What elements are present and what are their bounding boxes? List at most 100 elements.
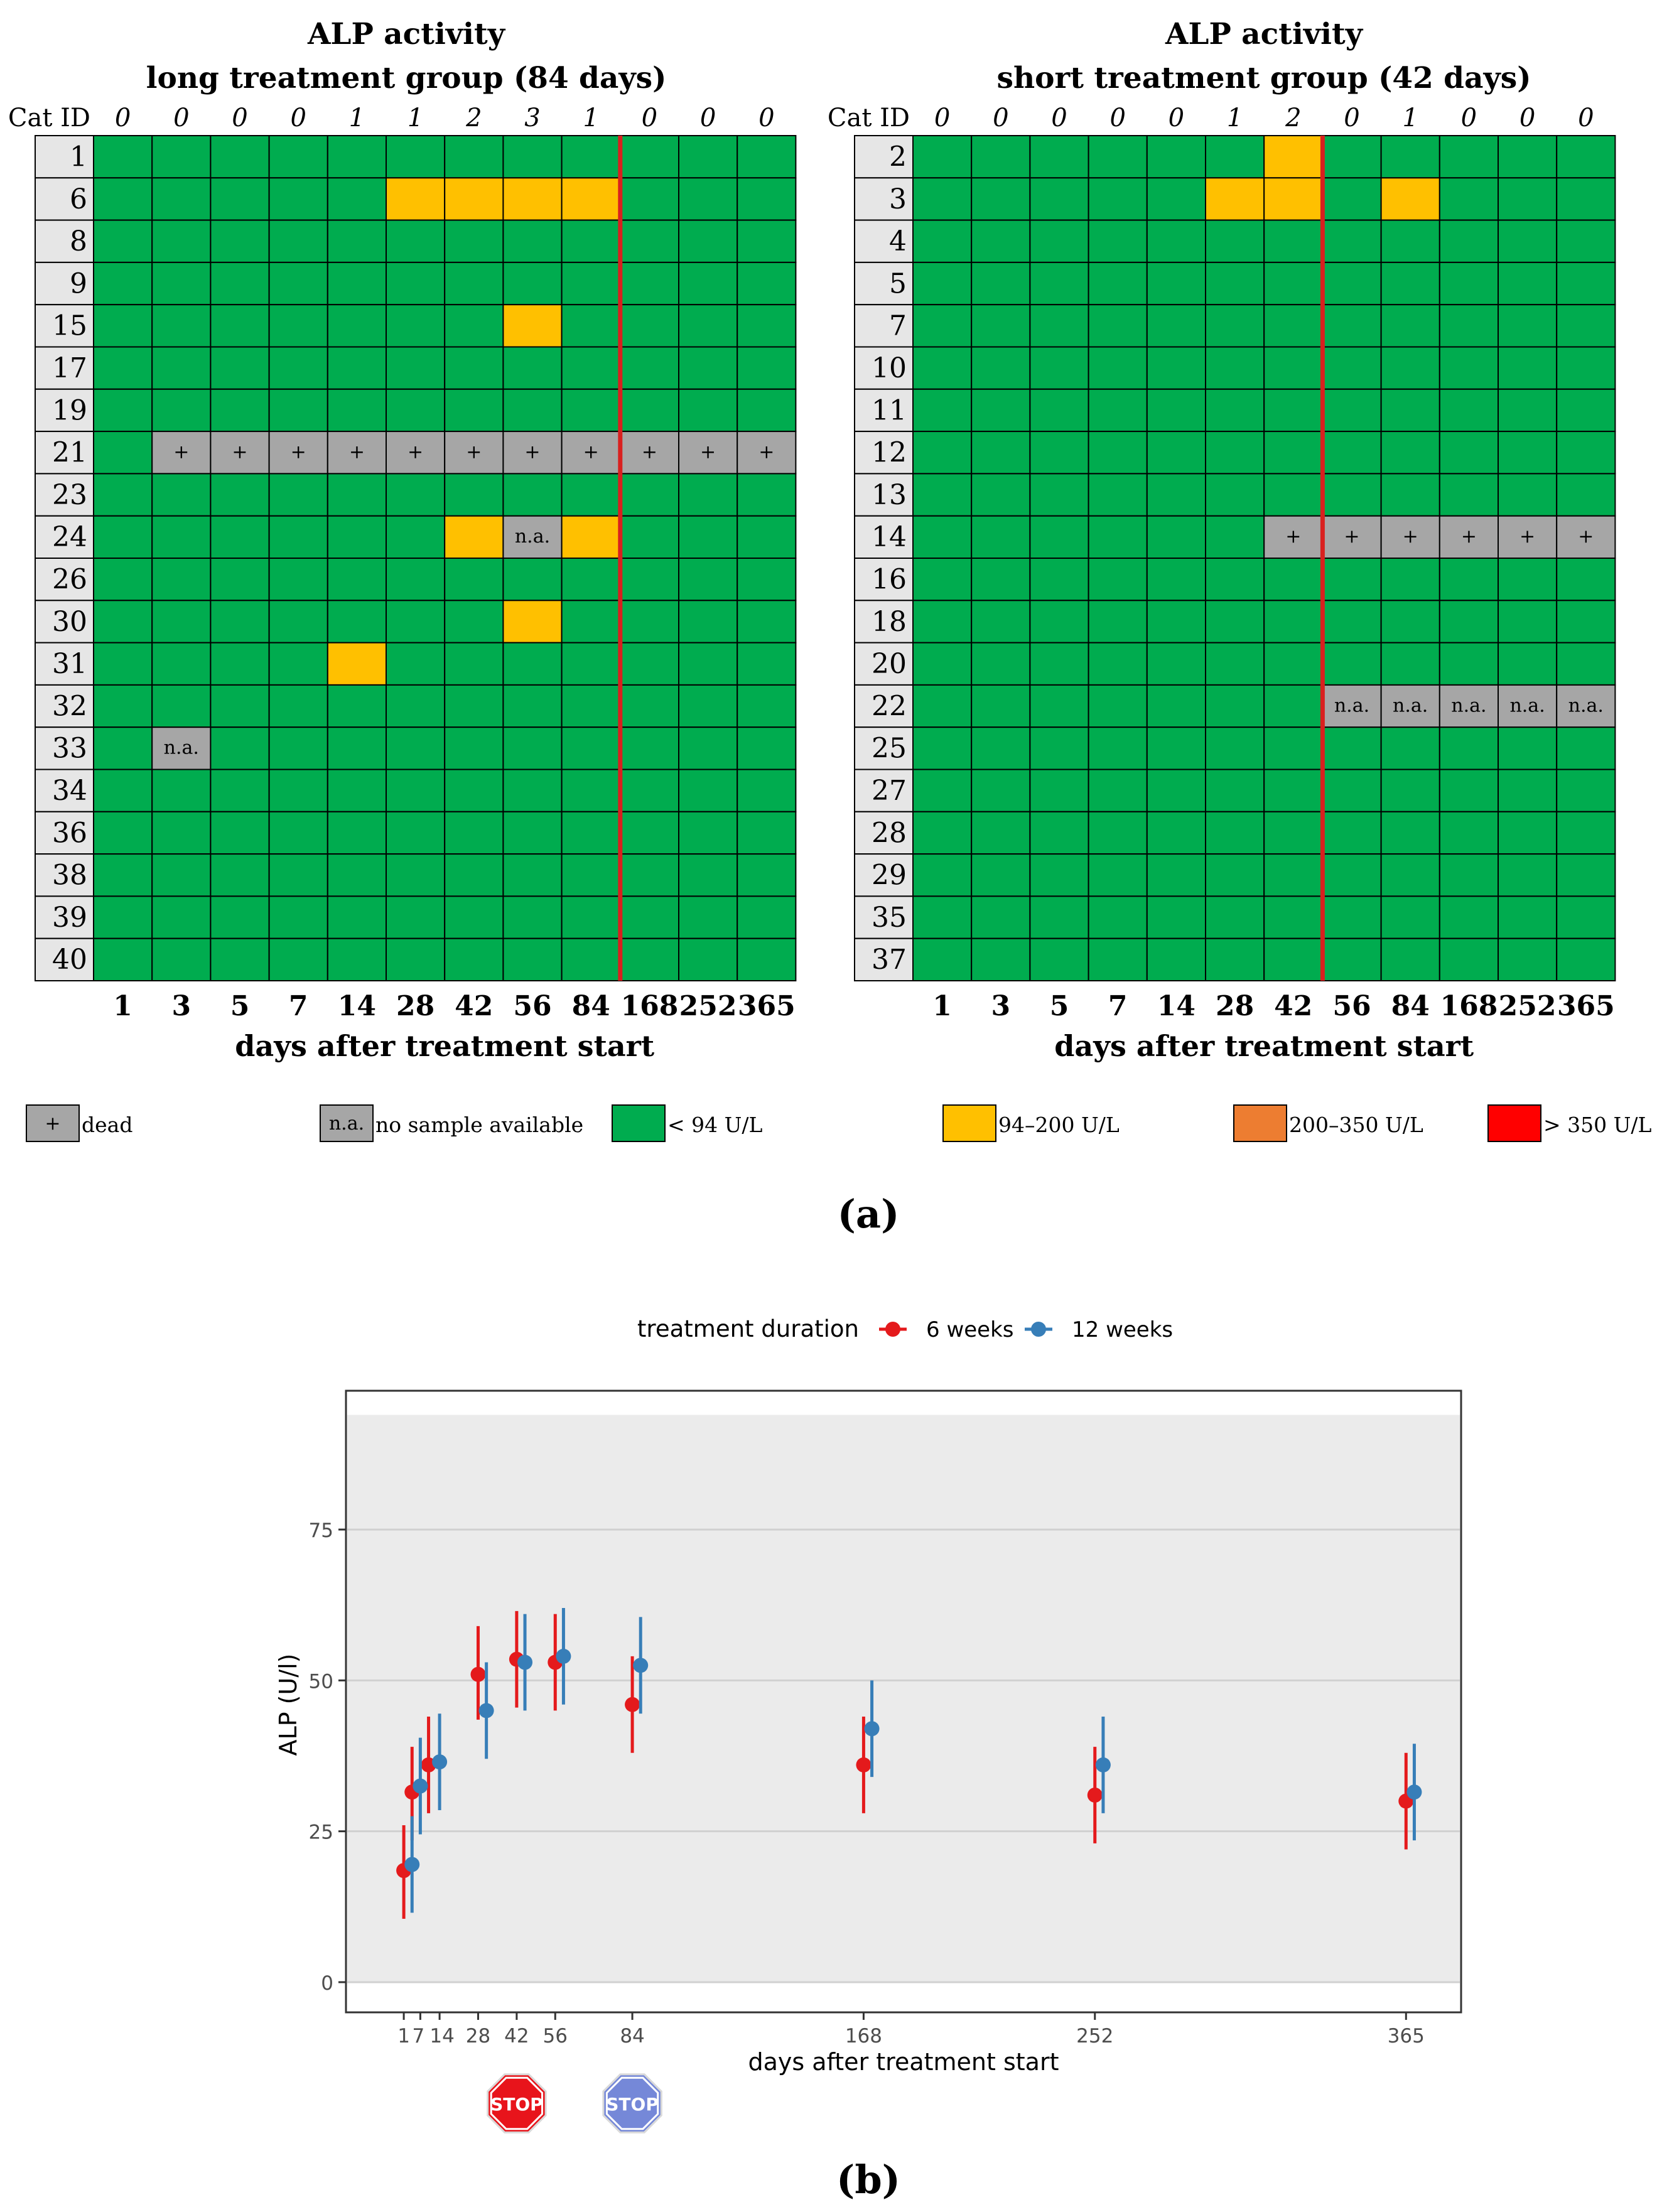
long-heat-cell (678, 431, 738, 475)
long-heat-cell (561, 769, 621, 812)
short-heat-cell (1029, 600, 1089, 644)
short-heat-cell (971, 473, 1031, 517)
long-id-cell (35, 558, 94, 602)
short-heat-cell (1029, 473, 1089, 517)
data-point (856, 1757, 872, 1772)
short-heat-cell (1498, 473, 1558, 517)
short-heat-cell (1029, 853, 1089, 897)
long-heat-cell (737, 388, 797, 433)
long-heat-cell (619, 473, 679, 517)
long-heat-cell (619, 304, 679, 348)
data-point (413, 1778, 428, 1794)
short-heat-cell (1205, 642, 1265, 686)
long-heat-cell (737, 769, 797, 812)
long-heat-cell (386, 937, 446, 981)
long-heat-cell (268, 853, 328, 897)
short-heat-cell (1438, 558, 1499, 602)
long-heat-cell (502, 558, 563, 602)
long-column-count: 0 (700, 104, 716, 132)
short-cat-id: 10 (872, 352, 907, 384)
short-heat-cell (1205, 135, 1265, 179)
short-heat-cell (1029, 769, 1089, 812)
long-heat-cell (444, 473, 504, 517)
short-heat-cell (912, 895, 973, 939)
long-heat-cell (327, 261, 387, 306)
long-heat-cell (737, 642, 797, 686)
long-heat-cell (561, 431, 621, 475)
short-heat-cell (1088, 304, 1148, 348)
long-heat-cell (268, 895, 328, 939)
long-cat-id: 17 (52, 352, 87, 384)
long-heat-cell (210, 304, 270, 348)
short-heat-cell (1438, 304, 1499, 348)
long-heat-cell (678, 811, 738, 855)
short-grid-panel: ALP activity short treatment group (42 da… (828, 17, 1616, 1063)
short-heat-cell (1088, 895, 1148, 939)
legend-swatch (612, 1104, 666, 1142)
short-heat-cell (1146, 304, 1207, 348)
x-tick-label: 1 (397, 2025, 410, 2047)
long-heat-cell (444, 937, 504, 981)
data-point (1087, 1787, 1103, 1803)
short-heat-cell (912, 177, 973, 221)
short-column-count: 0 (1519, 104, 1535, 132)
long-heat-cell (561, 558, 621, 602)
short-heat-cell (1438, 473, 1499, 517)
y-tick-label: 75 (309, 1519, 333, 1542)
long-heat-cell (327, 473, 387, 517)
long-heat-cell (93, 642, 153, 686)
long-cat-id: 31 (52, 648, 87, 680)
long-dead-mark: + (758, 441, 774, 463)
long-heat-cell (327, 895, 387, 939)
long-heat-cell (151, 726, 212, 770)
short-heat-cell (1438, 261, 1499, 306)
long-heat-cell (151, 558, 212, 602)
short-heat-cell (1088, 769, 1148, 812)
data-point (470, 1666, 486, 1682)
short-heat-cell (1322, 304, 1382, 348)
long-heat-cell (210, 346, 270, 390)
legend-label: < 94 U/L (667, 1113, 763, 1137)
long-heat-cell (737, 261, 797, 306)
short-heat-cell (1380, 304, 1440, 348)
long-heat-cell (678, 684, 738, 728)
long-column-count: 0 (290, 104, 306, 132)
long-heat-cell (327, 853, 387, 897)
long-grid-panel: ALP activity long treatment group (84 day… (8, 17, 797, 1063)
short-heat-cell (1029, 388, 1089, 433)
long-heat-cell (151, 853, 212, 897)
long-heat-cell (93, 177, 153, 221)
short-heat-cell (1556, 177, 1616, 221)
short-heat-cell (1380, 346, 1440, 390)
long-heat-cell (737, 473, 797, 517)
short-heat-cell (1438, 177, 1499, 221)
reference-band (347, 1415, 1460, 1982)
long-heat-cell (210, 600, 270, 644)
short-heat-cell (1498, 558, 1558, 602)
short-heat-cell (1380, 937, 1440, 981)
long-heat-cell (502, 853, 563, 897)
long-heat-cell (561, 261, 621, 306)
short-heat-cell (912, 219, 973, 263)
short-heat-cell (1029, 135, 1089, 179)
short-heat-cell (1498, 600, 1558, 644)
long-heat-cell (268, 219, 328, 263)
short-heat-cell (1322, 431, 1382, 475)
long-heat-cell (678, 261, 738, 306)
short-heat-cell (1088, 135, 1148, 179)
long-dead-mark: + (700, 441, 716, 463)
long-heat-cell (444, 515, 504, 559)
short-heat-cell (1146, 135, 1207, 179)
short-heat-cell (1263, 261, 1324, 306)
data-point (633, 1658, 649, 1673)
long-id-cell (35, 177, 94, 221)
long-heat-cell (151, 261, 212, 306)
short-column-count: 0 (934, 104, 950, 132)
long-dead-mark: + (642, 441, 657, 463)
short-heat-cell (1322, 261, 1382, 306)
short-heat-cell (1088, 177, 1148, 221)
long-heat-cell (210, 684, 270, 728)
short-heat-cell (1088, 219, 1148, 263)
short-heat-cell (1498, 219, 1558, 263)
short-heat-cell (1438, 431, 1499, 475)
